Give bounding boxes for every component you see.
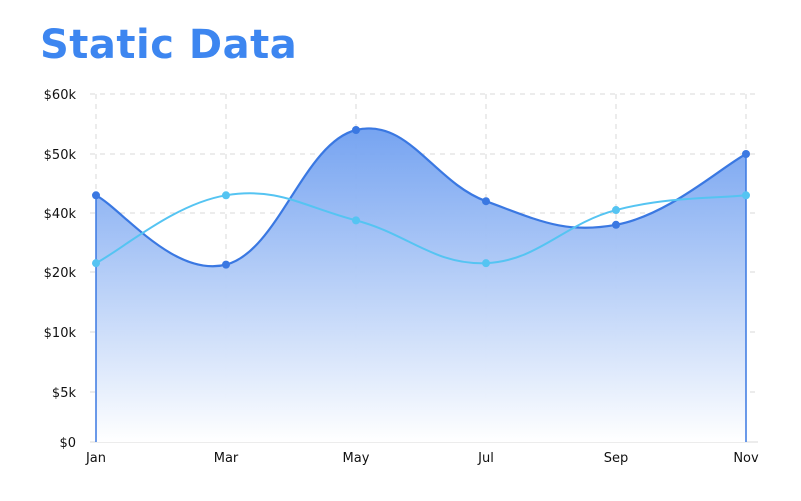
x-tick-label: Mar — [214, 451, 239, 466]
area-series-point[interactable] — [352, 126, 360, 134]
x-tick-label: May — [343, 451, 370, 466]
x-tick-label: Jul — [477, 451, 494, 466]
line-series — [95, 192, 747, 265]
y-tick-label: $60k — [44, 88, 77, 103]
x-tick-label: Jan — [85, 451, 106, 466]
area-series-point[interactable] — [92, 191, 100, 200]
y-axis: $0 $5k $10k $20k $40k $50k $60k — [44, 88, 77, 451]
chart-title: Static Data — [40, 22, 298, 68]
area-fill — [96, 128, 746, 442]
y-tick-label: $50k — [44, 148, 77, 163]
line-series-point[interactable] — [92, 259, 100, 268]
line-series-point[interactable] — [352, 216, 360, 225]
y-tick-label: $0 — [59, 436, 76, 451]
x-tick-label: Nov — [733, 451, 759, 466]
line-series-point[interactable] — [742, 191, 750, 200]
area-series-line — [95, 127, 747, 268]
plot-area — [92, 126, 750, 442]
line-series-point[interactable] — [482, 259, 490, 268]
line-series-point[interactable] — [612, 206, 620, 215]
area-series-point[interactable] — [742, 150, 750, 158]
area-series-point[interactable] — [482, 197, 490, 206]
y-tick-label: $5k — [52, 386, 77, 401]
line-series-point[interactable] — [222, 191, 230, 200]
area-series-point[interactable] — [612, 220, 620, 229]
y-tick-label: $20k — [44, 266, 77, 281]
x-tick-label: Sep — [604, 451, 629, 466]
x-axis: Jan Mar May Jul Sep Nov — [85, 451, 759, 466]
y-tick-label: $10k — [44, 326, 77, 341]
area-series-point[interactable] — [222, 260, 230, 269]
y-tick-label: $40k — [44, 207, 77, 222]
